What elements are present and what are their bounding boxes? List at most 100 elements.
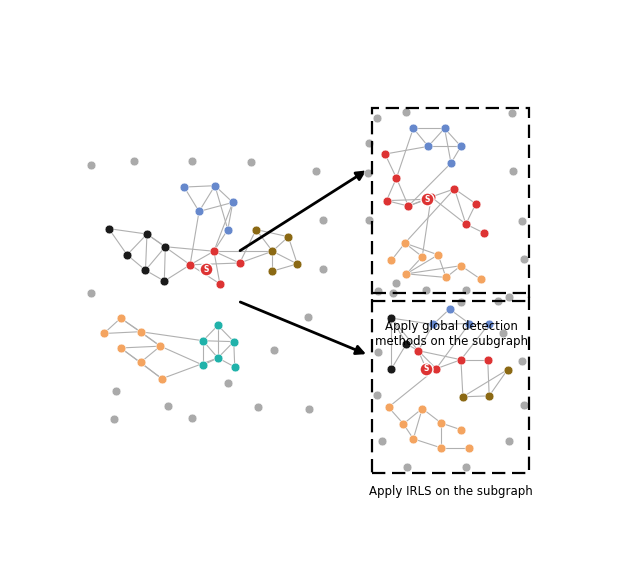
Point: [163, 401, 173, 410]
Point: [423, 141, 433, 151]
Point: [483, 355, 493, 365]
Bar: [372, 107, 529, 301]
Point: [156, 342, 166, 351]
Point: [508, 166, 518, 176]
Bar: [372, 293, 529, 473]
Point: [408, 124, 419, 133]
Point: [383, 403, 394, 412]
Point: [376, 436, 387, 446]
Point: [116, 343, 126, 353]
Point: [364, 215, 374, 224]
Point: [252, 403, 262, 412]
Point: [186, 414, 196, 423]
Point: [268, 247, 278, 256]
Point: [159, 276, 170, 286]
Point: [403, 463, 413, 472]
Point: [449, 184, 460, 194]
Point: [268, 266, 278, 276]
Point: [136, 327, 146, 336]
Point: [436, 443, 446, 453]
Point: [228, 198, 238, 207]
Point: [109, 414, 119, 424]
Point: [426, 193, 436, 202]
Point: [104, 224, 114, 233]
Point: [422, 194, 433, 204]
Point: [444, 305, 454, 314]
Text: S: S: [424, 195, 430, 204]
Point: [464, 443, 474, 453]
Point: [504, 436, 514, 446]
Point: [493, 296, 503, 306]
Point: [504, 293, 514, 302]
Point: [464, 319, 474, 328]
Point: [210, 181, 220, 190]
Text: Apply IRLS on the subgraph: Apply IRLS on the subgraph: [369, 485, 533, 498]
Point: [461, 220, 471, 229]
Point: [318, 265, 328, 274]
Point: [400, 238, 410, 248]
Point: [372, 347, 383, 356]
Point: [230, 362, 240, 372]
Point: [456, 141, 466, 151]
Point: [458, 392, 468, 402]
Point: [401, 269, 412, 278]
Text: S: S: [424, 365, 429, 373]
Point: [185, 260, 195, 269]
Point: [198, 360, 208, 370]
Point: [446, 158, 456, 168]
Point: [136, 357, 146, 367]
Point: [251, 225, 261, 234]
Text: Apply global detection
methods on the subgraph: Apply global detection methods on the su…: [374, 320, 527, 348]
Point: [246, 157, 256, 167]
Point: [476, 275, 486, 284]
Point: [209, 247, 219, 256]
Point: [436, 419, 446, 428]
Point: [318, 215, 328, 224]
Point: [215, 279, 225, 288]
Point: [421, 364, 431, 373]
Point: [470, 199, 481, 208]
Point: [292, 259, 302, 269]
Point: [380, 149, 390, 158]
Point: [519, 400, 529, 410]
Point: [364, 138, 374, 147]
Point: [194, 207, 204, 216]
Point: [371, 113, 381, 123]
Point: [387, 364, 397, 373]
Point: [179, 183, 189, 192]
Point: [129, 156, 139, 166]
Point: [456, 297, 466, 306]
Point: [440, 124, 450, 133]
Point: [99, 329, 109, 338]
Point: [140, 265, 150, 275]
Point: [441, 273, 451, 282]
Point: [497, 328, 508, 338]
Point: [371, 390, 381, 400]
Point: [269, 345, 280, 355]
Point: [433, 250, 444, 259]
Point: [388, 288, 399, 298]
Point: [428, 320, 438, 329]
Point: [223, 379, 233, 388]
Point: [456, 261, 466, 271]
Point: [111, 387, 121, 396]
Point: [391, 278, 401, 288]
Point: [160, 242, 170, 251]
Point: [398, 419, 408, 429]
Point: [417, 404, 428, 413]
Point: [387, 255, 397, 265]
Point: [198, 336, 208, 345]
Point: [517, 356, 527, 365]
Point: [506, 109, 516, 118]
Point: [401, 107, 412, 117]
Point: [484, 319, 494, 328]
Point: [479, 228, 490, 238]
Point: [381, 196, 392, 205]
Point: [484, 391, 494, 400]
Point: [235, 258, 245, 268]
Point: [212, 321, 223, 330]
Point: [401, 339, 412, 349]
Point: [223, 225, 233, 234]
Point: [283, 232, 293, 241]
Point: [456, 355, 466, 365]
